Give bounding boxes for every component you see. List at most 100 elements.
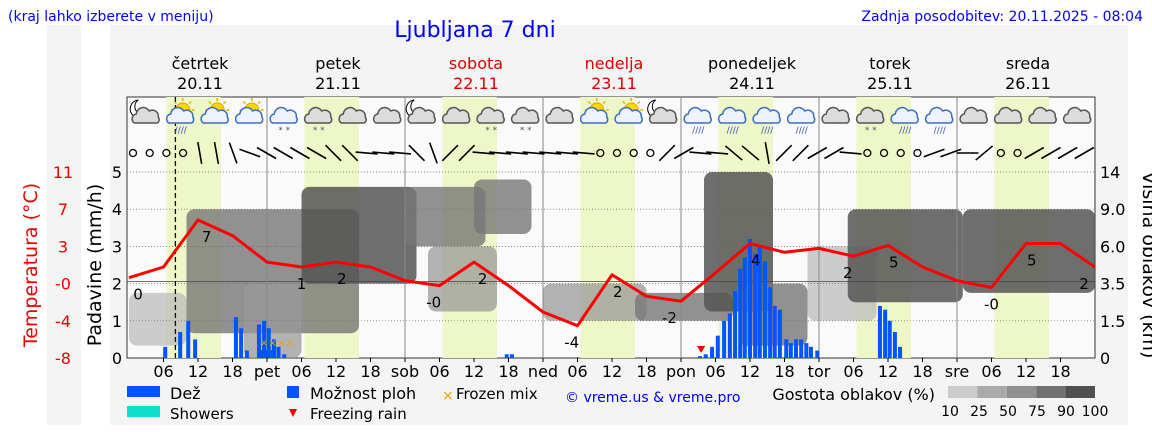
wind-barb-icon	[1041, 146, 1061, 160]
wind-barb-icon	[256, 146, 277, 160]
last-updated: Zadnja posodobitev: 20.11.2025 - 08:04	[861, 9, 1143, 25]
frozen-mix-icon: ×	[442, 388, 454, 404]
day-date: 26.11	[1005, 74, 1051, 93]
x-tick-label: sre	[945, 362, 969, 381]
cloud-snow-icon: * *	[303, 106, 333, 136]
temperature-label: -4	[564, 334, 579, 352]
day-name: torek	[869, 54, 911, 73]
temperature-label: 2	[1079, 275, 1089, 293]
wind-barb-icon	[324, 144, 342, 162]
frozen-mix-mark: ×	[260, 338, 268, 349]
moon-cloud-icon	[647, 99, 678, 124]
rain-bar	[804, 343, 809, 358]
legend-rain-swatch	[127, 386, 160, 397]
freezing-rain-icon	[289, 409, 297, 417]
sun-cloud-icon	[200, 98, 230, 124]
wind-calm-icon	[879, 148, 889, 158]
moon-cloud-icon	[129, 99, 160, 124]
wind-barb-icon	[923, 148, 945, 158]
wind-barb-icon	[472, 151, 495, 155]
temperature-label: -2	[662, 309, 677, 327]
cloud-snow-icon: * *	[855, 106, 885, 136]
rain-bar	[710, 346, 715, 358]
x-tick-label: 18	[912, 362, 932, 381]
day-date: 22.11	[453, 74, 499, 93]
cloud-cover-patch	[405, 186, 486, 247]
cloud-icon	[959, 106, 988, 124]
rain-bar	[193, 339, 198, 358]
temperature-tick: -4	[55, 312, 71, 331]
x-tick-label: 12	[740, 362, 760, 381]
legend-showers-possible-icon	[287, 386, 299, 398]
wind-barb-icon	[372, 151, 395, 155]
credit-link[interactable]: © vreme.us & vreme.pro	[565, 390, 740, 406]
wind-calm-icon	[612, 148, 622, 158]
rain-bar	[753, 253, 758, 358]
cloud-icon	[1062, 106, 1092, 124]
rain-bar	[504, 354, 509, 358]
rain-bar	[703, 354, 708, 358]
density-swatch	[1065, 386, 1095, 398]
temperature-label: 2	[613, 283, 623, 301]
temperature-tick: 3	[58, 237, 68, 256]
day-date: 24.11	[729, 74, 775, 93]
wind-barb-icon	[228, 142, 238, 164]
rain-bar	[715, 335, 720, 358]
wind-barb-icon	[306, 146, 327, 160]
rain-bar	[815, 350, 820, 358]
density-swatch	[977, 386, 1007, 398]
day-date: 23.11	[591, 74, 637, 93]
x-tick-label: 12	[326, 362, 346, 381]
temperature-label: 1	[297, 275, 307, 293]
temperature-label: -0	[984, 296, 999, 314]
wind-calm-icon	[162, 148, 171, 158]
frozen-mix-mark: ×	[286, 338, 294, 349]
x-tick-label: 06	[705, 362, 725, 381]
rain-bar	[898, 346, 903, 358]
wind-barb-icon	[389, 151, 412, 155]
cloud-height-tick: 14	[1100, 163, 1120, 182]
location-hint[interactable]: (kraj lahko izberete v meniju)	[8, 9, 214, 25]
showers-possible-mark	[265, 350, 269, 358]
wind-barb-icon	[522, 151, 545, 155]
svg-text:////: ////	[899, 126, 912, 136]
temperature-label: 4	[751, 251, 761, 269]
x-tick-label: 18	[774, 362, 794, 381]
wind-calm-icon	[896, 148, 905, 158]
page-title: Ljubljana 7 dni	[394, 18, 555, 43]
density-swatch	[1036, 386, 1066, 398]
rain-bar	[509, 354, 514, 358]
wind-barb-icon	[341, 144, 359, 162]
rain-bar	[178, 331, 183, 358]
cloud-cover-patch	[301, 186, 417, 284]
sun-cloud-icon	[579, 98, 609, 124]
temperature-label: 5	[1027, 251, 1037, 269]
temperature-tick: 11	[53, 163, 73, 182]
precipitation-tick: 0	[112, 349, 122, 368]
wind-barb-icon	[197, 142, 203, 164]
cloud-cover-patch	[428, 246, 497, 312]
precipitation-tick: 1	[112, 312, 122, 331]
x-tick-label: pon	[666, 362, 696, 381]
density-level-label: 50	[999, 404, 1017, 420]
svg-text:* *: * *	[520, 126, 532, 136]
temperature-label: 2	[337, 270, 347, 288]
x-tick-label: 12	[602, 362, 622, 381]
density-level-label: 90	[1057, 404, 1075, 420]
x-tick-label: 06	[981, 362, 1001, 381]
rain-bar	[266, 328, 271, 358]
rain-bar	[748, 238, 752, 358]
wind-barb-icon	[441, 144, 459, 162]
day-name: ponedeljek	[708, 54, 797, 73]
wind-barb-icon	[213, 142, 220, 164]
precipitation-tick: 3	[112, 237, 122, 256]
day-name: četrtek	[172, 54, 230, 73]
wind-barb-icon	[1024, 146, 1045, 160]
cloud-cover-patch	[474, 179, 532, 234]
x-tick-label: 06	[567, 362, 587, 381]
legend-frozen-mix: Frozen mix	[456, 385, 538, 403]
wind-barb-icon	[824, 146, 844, 160]
x-tick-label: 06	[153, 362, 173, 381]
x-tick-label: ned	[528, 362, 558, 381]
